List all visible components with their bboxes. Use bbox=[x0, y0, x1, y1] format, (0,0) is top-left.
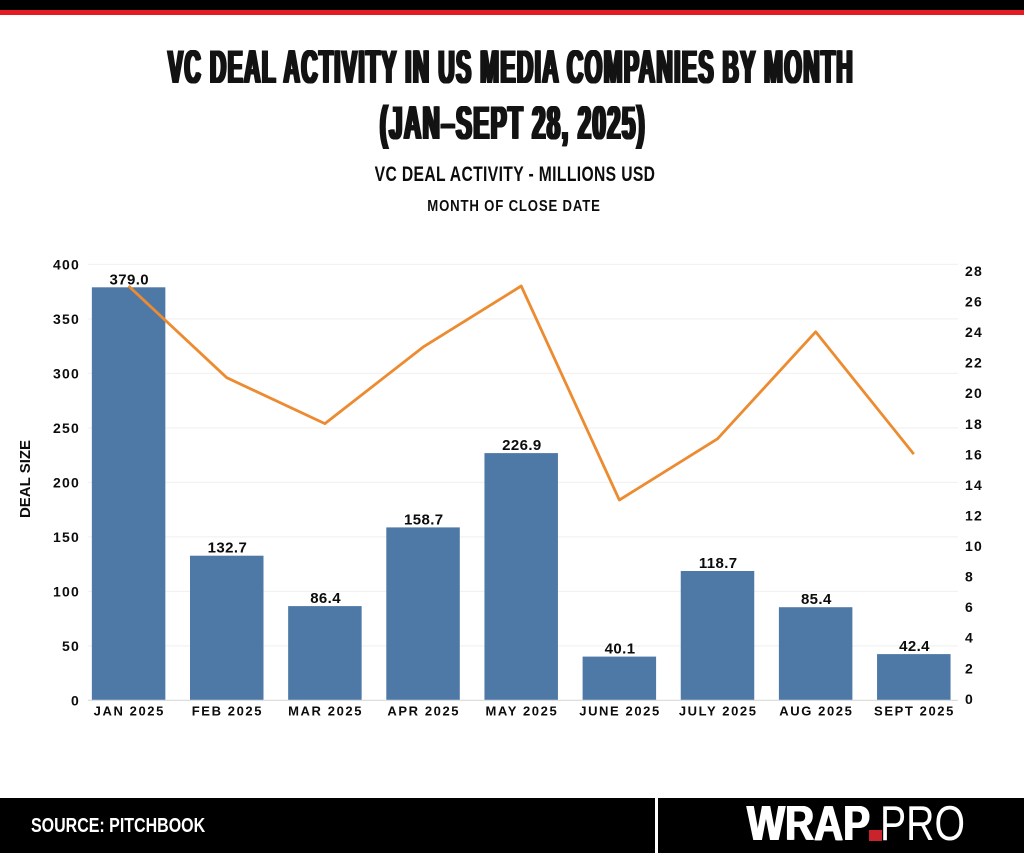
svg-text:350: 350 bbox=[53, 311, 80, 327]
svg-text:22: 22 bbox=[965, 355, 983, 371]
svg-text:SEPT 2025: SEPT 2025 bbox=[874, 703, 955, 718]
svg-text:226.9: 226.9 bbox=[502, 437, 542, 454]
svg-text:AUG 2025: AUG 2025 bbox=[779, 703, 853, 718]
svg-text:20: 20 bbox=[965, 385, 983, 401]
svg-text:6: 6 bbox=[965, 599, 974, 615]
svg-text:16: 16 bbox=[965, 446, 983, 462]
svg-text:4: 4 bbox=[965, 630, 974, 646]
svg-text:158.7: 158.7 bbox=[404, 511, 444, 528]
svg-text:FEB 2025: FEB 2025 bbox=[192, 703, 263, 718]
svg-text:250: 250 bbox=[53, 420, 80, 436]
svg-text:85.4: 85.4 bbox=[801, 591, 832, 608]
svg-text:50: 50 bbox=[62, 638, 80, 654]
svg-text:2: 2 bbox=[965, 660, 974, 676]
svg-text:150: 150 bbox=[53, 529, 80, 545]
svg-text:24: 24 bbox=[965, 324, 983, 340]
svg-text:18: 18 bbox=[965, 416, 983, 432]
svg-text:12: 12 bbox=[965, 508, 983, 524]
svg-text:28: 28 bbox=[965, 263, 983, 279]
svg-text:DEAL SIZE: DEAL SIZE bbox=[17, 440, 34, 518]
svg-text:JAN 2025: JAN 2025 bbox=[94, 703, 165, 718]
svg-text:8: 8 bbox=[965, 569, 974, 585]
svg-text:379.0: 379.0 bbox=[110, 271, 150, 288]
svg-text:100: 100 bbox=[53, 584, 80, 600]
svg-text:40.1: 40.1 bbox=[605, 641, 636, 658]
svg-text:JULY 2025: JULY 2025 bbox=[679, 703, 758, 718]
svg-text:0: 0 bbox=[965, 691, 974, 707]
svg-text:300: 300 bbox=[53, 366, 80, 382]
svg-text:0: 0 bbox=[71, 693, 80, 709]
svg-text:200: 200 bbox=[53, 475, 80, 491]
svg-text:MAR 2025: MAR 2025 bbox=[288, 703, 363, 718]
svg-text:10: 10 bbox=[965, 538, 983, 554]
svg-text:14: 14 bbox=[965, 477, 983, 493]
svg-text:APR 2025: APR 2025 bbox=[387, 703, 460, 718]
svg-text:42.4: 42.4 bbox=[899, 638, 930, 655]
svg-text:26: 26 bbox=[965, 294, 983, 310]
svg-text:132.7: 132.7 bbox=[208, 540, 248, 557]
svg-text:MAY 2025: MAY 2025 bbox=[486, 703, 559, 718]
svg-text:400: 400 bbox=[53, 257, 80, 273]
svg-text:118.7: 118.7 bbox=[699, 555, 738, 572]
svg-text:86.4: 86.4 bbox=[310, 590, 341, 607]
svg-text:JUNE 2025: JUNE 2025 bbox=[579, 703, 661, 718]
